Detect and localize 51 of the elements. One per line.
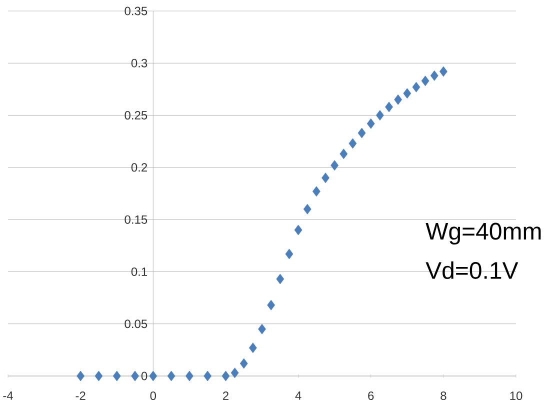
point — [204, 370, 212, 382]
point — [366, 118, 375, 129]
point — [131, 370, 139, 382]
point — [149, 370, 158, 382]
x-tick-label: 8 — [440, 392, 446, 400]
x-tick-label: 4 — [295, 392, 302, 400]
point — [430, 70, 438, 81]
x-tick-label: 0 — [150, 392, 156, 400]
point — [348, 138, 357, 149]
x-tick-label: 10 — [510, 392, 522, 400]
x-tick-label: 6 — [368, 392, 374, 400]
point — [322, 172, 330, 184]
point — [303, 204, 312, 214]
point — [94, 370, 103, 382]
point — [358, 128, 366, 138]
point — [267, 300, 276, 310]
point — [222, 370, 230, 382]
y-tick-label: 0.05 — [124, 320, 148, 328]
x-tick-label: -4 — [3, 392, 13, 400]
y-tick-label: 0.3 — [131, 58, 148, 68]
point — [76, 370, 85, 382]
point — [167, 370, 176, 382]
point — [312, 186, 320, 197]
point — [403, 88, 412, 99]
point — [230, 368, 239, 378]
y-tick-label: 0.35 — [124, 6, 148, 16]
point — [248, 342, 257, 354]
annotation: Vd=0.1V — [426, 261, 518, 279]
point — [285, 248, 294, 260]
point — [276, 274, 284, 284]
point — [376, 110, 384, 120]
y-tick-label: 0.15 — [124, 215, 148, 224]
point — [185, 370, 194, 382]
y-tick-label: 0.25 — [124, 111, 148, 120]
y-tick-label: 0.2 — [131, 163, 148, 172]
point — [421, 76, 430, 86]
annotation: Wg=40mm — [426, 222, 541, 245]
point — [385, 102, 393, 112]
point — [330, 160, 339, 171]
point — [394, 94, 402, 105]
y-tick-label: 0 — [141, 372, 148, 380]
point — [294, 224, 302, 236]
y-tick-label: 0.1 — [131, 267, 148, 276]
point — [412, 82, 420, 92]
point — [240, 358, 248, 369]
x-tick-label: 2 — [222, 392, 228, 400]
x-tick-label: -2 — [76, 392, 86, 400]
point — [340, 148, 348, 160]
point — [439, 66, 448, 77]
point — [258, 324, 266, 334]
point — [112, 370, 121, 382]
